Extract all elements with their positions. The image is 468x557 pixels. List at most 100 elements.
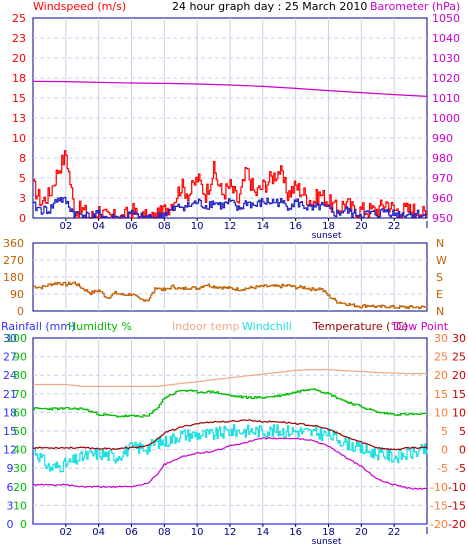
barometer-axis-label: Barometer (hPa) (370, 0, 460, 13)
temperature-ytick-label: 20 (452, 369, 466, 382)
temp-xtick-label: 12 (224, 527, 237, 538)
wind-sunset-label: sunset (312, 231, 342, 241)
temperature-ytick-label: 10 (452, 406, 466, 419)
temp-sunset-label: sunset (312, 537, 342, 547)
wind-xtick-label: 18 (322, 221, 335, 232)
temp-xtick-label: 06 (125, 527, 138, 538)
wind-ytick-label: 10 (12, 132, 26, 145)
humidity-ytick-label: 70 (13, 388, 27, 401)
humidity-label: Humidity % (68, 320, 132, 333)
wind-ytick-label: 23 (12, 32, 26, 45)
temperature-ytick-label: 5 (459, 425, 466, 438)
wind-ytick-label: 5 (19, 172, 26, 185)
wind-xtick-label: 14 (256, 221, 269, 232)
rain-ytick-label: 3 (7, 499, 14, 512)
wind-ytick-label: 0 (19, 212, 26, 225)
wind-xtick-label: 22 (388, 221, 401, 232)
dew-point-label: Dew Point (393, 320, 449, 333)
temperature-ytick-label: 25 (452, 351, 466, 364)
wind-ytick-label: 8 (19, 152, 26, 165)
temp-xtick-label: 20 (355, 527, 368, 538)
wind-ytick-label: 15 (12, 92, 26, 105)
humidity-ytick-label: 90 (13, 351, 27, 364)
direction-compass-label: S (436, 271, 443, 284)
rain-ytick-label: 12 (3, 444, 17, 457)
wind-ytick-label: 20 (12, 52, 26, 65)
baro-ytick-label: 1030 (432, 52, 460, 65)
baro-ytick-label: 950 (432, 212, 453, 225)
direction-compass-label: N (436, 237, 444, 250)
temperature-ytick-label: -5 (455, 462, 466, 475)
wind-xtick-label: 06 (125, 221, 138, 232)
wind-xtick-label: 02 (59, 221, 72, 232)
indoor-temp-series (33, 369, 428, 387)
wind-barometer-panel: 0358101315182023259509609709809901000101… (12, 12, 460, 241)
direction-ytick-label: 360 (3, 237, 24, 250)
baro-ytick-label: 990 (432, 132, 453, 145)
humidity-ytick-label: 40 (13, 444, 27, 457)
baro-ytick-label: 1040 (432, 32, 460, 45)
rain-ytick-label: 24 (3, 369, 17, 382)
baro-ytick-label: 1020 (432, 72, 460, 85)
windchill-label: Windchill (242, 320, 292, 333)
direction-ytick-label: 0 (17, 305, 24, 318)
temperature-series (32, 419, 428, 451)
temperature-humidity-panel: 0369121518212427300102030405060708090100… (3, 332, 466, 547)
humidity-ytick-label: 0 (20, 518, 27, 531)
rain-ytick-label: 18 (3, 406, 17, 419)
temperature-ytick-label: -10 (448, 481, 466, 494)
temp-xtick-label: 14 (256, 527, 269, 538)
baro-ytick-label: 980 (432, 152, 453, 165)
indoor-temp-ytick-label: -5 (437, 462, 448, 475)
temp-xtick-label: 22 (388, 527, 401, 538)
wind-xtick-label: 16 (289, 221, 302, 232)
indoor-temp-ytick-label: 20 (434, 369, 448, 382)
wind-ytick-label: 13 (12, 112, 26, 125)
wind-xtick-label: 20 (355, 221, 368, 232)
indoor-temp-ytick-label: 25 (434, 351, 448, 364)
direction-ytick-label: 90 (10, 288, 24, 301)
temp-xtick-label: 08 (158, 527, 171, 538)
rain-ytick-label: 6 (7, 481, 14, 494)
wind-ytick-label: 25 (12, 12, 26, 25)
barometer-series (32, 80, 428, 97)
temp-xtick-label: 02 (59, 527, 72, 538)
rain-ytick-label: 30 (3, 332, 17, 345)
rain-ytick-label: 21 (3, 388, 17, 401)
rain-ytick-label: 0 (7, 518, 14, 531)
indoor-temp-ytick-label: 10 (434, 406, 448, 419)
wind-ytick-label: 18 (12, 72, 26, 85)
rain-ytick-label: 15 (3, 425, 17, 438)
humidity-series (33, 388, 428, 418)
windspeed-axis-label: Windspeed (m/s) (33, 0, 126, 13)
temperature-ytick-label: -20 (448, 518, 466, 531)
indoor-temp-ytick-label: -10 (430, 481, 448, 494)
temp-xtick-label: 04 (92, 527, 105, 538)
rain-ytick-label: 9 (7, 462, 14, 475)
indoor-temp-ytick-label: 0 (441, 444, 448, 457)
wind-xtick-label: 08 (158, 221, 171, 232)
dew-point-series (32, 437, 428, 490)
temperature-ytick-label: 30 (452, 332, 466, 345)
indoor-temp-ytick-label: -20 (430, 518, 448, 531)
wind-direction-series (33, 281, 428, 310)
direction-compass-label: N (436, 305, 444, 318)
direction-ytick-label: 270 (3, 254, 24, 267)
humidity-ytick-label: 80 (13, 369, 27, 382)
humidity-ytick-label: 100 (6, 332, 27, 345)
rain-ytick-label: 27 (3, 351, 17, 364)
baro-ytick-label: 1010 (432, 92, 460, 105)
direction-ytick-label: 180 (3, 271, 24, 284)
indoor-temp-ytick-label: 15 (434, 388, 448, 401)
baro-ytick-label: 1050 (432, 12, 460, 25)
indoor-temp-label: Indoor temp (172, 320, 239, 333)
humidity-ytick-label: 10 (13, 499, 27, 512)
baro-ytick-label: 960 (432, 192, 453, 205)
rainfall-label: Rainfall (mm) (1, 320, 75, 333)
wind-xtick-label: 10 (191, 221, 204, 232)
indoor-temp-ytick-label: 30 (434, 332, 448, 345)
temp-xtick-label: 16 (289, 527, 302, 538)
temperature-ytick-label: 0 (459, 444, 466, 457)
wind-xtick-label: 04 (92, 221, 105, 232)
